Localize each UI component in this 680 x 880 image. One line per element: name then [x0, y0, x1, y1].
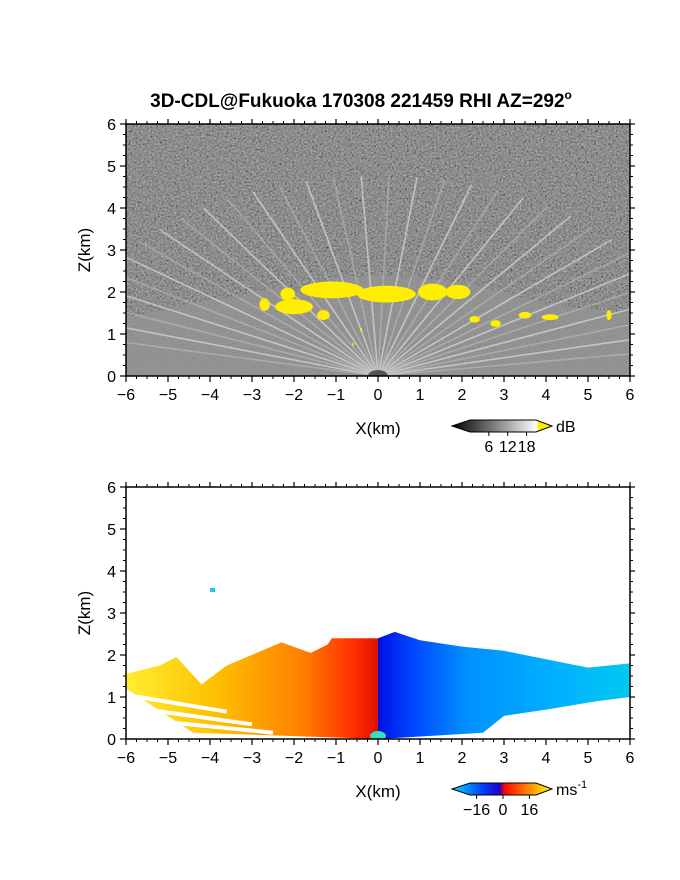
- top-x-tick-label: 6: [626, 387, 635, 404]
- velocity-gap-strip: [167, 720, 274, 735]
- saturated-echo-blob: [469, 315, 480, 323]
- saturated-echo-blob: [300, 281, 364, 299]
- saturated-echo-blob: [417, 283, 448, 301]
- top-y-tick-label: 2: [107, 285, 116, 302]
- top-y-tick-label: 0: [107, 369, 116, 386]
- saturated-echo: [259, 281, 612, 347]
- top-x-axis-label: X(km): [355, 419, 400, 438]
- bottom-colorbar-bar: [450, 782, 554, 796]
- saturated-echo-blob: [490, 320, 501, 327]
- bottom-x-tick-label: 0: [374, 750, 383, 767]
- top-colorbar-bar: [450, 419, 554, 433]
- top-x-tick-label: −2: [285, 387, 303, 404]
- bottom-x-tick-label: 3: [500, 750, 509, 767]
- bottom-y-tick-label: 0: [107, 732, 116, 749]
- isolated-pixel: [210, 588, 215, 592]
- saturated-echo-blob: [357, 285, 416, 303]
- top-heatmap: [126, 124, 630, 376]
- top-x-tick-label: 2: [458, 387, 467, 404]
- top-x-tick-label: −6: [117, 387, 135, 404]
- top-colorbar-unit: dB: [556, 419, 576, 436]
- bottom-x-tick-label: 6: [626, 750, 635, 767]
- bottom-x-tick-label: 5: [584, 750, 593, 767]
- bottom-x-tick-label: −3: [243, 750, 261, 767]
- bottom-y-tick-label: 4: [107, 564, 116, 581]
- top-axes: −6 −5 −4 −3 −2 −1 0 1 2 3 4 5 6 0 1 2 3 4 5 6: [107, 117, 635, 404]
- velocity-gap-strip: [126, 692, 228, 714]
- bottom-x-tick-label: 1: [416, 750, 425, 767]
- bottom-colorbar-unit: ms-1: [556, 779, 587, 799]
- echo-texture: [126, 275, 630, 376]
- bottom-colorbar-tick-label: 0: [499, 802, 508, 819]
- saturated-echo-blob: [445, 284, 471, 300]
- bottom-y-tick-label: 2: [107, 648, 116, 665]
- bottom-heatmap: [126, 487, 630, 739]
- bottom-colorbar-ticks: −16 0 16: [463, 795, 538, 819]
- bottom-x-tick-label: −6: [117, 750, 135, 767]
- bottom-colorbar: −16 0 16 ms-1: [450, 779, 587, 819]
- top-colorbar-ticks: 6 12 18: [484, 432, 536, 456]
- saturated-echo-blob: [317, 310, 330, 321]
- top-x-tick-label: −4: [201, 387, 219, 404]
- negative-velocity-region: [378, 631, 630, 739]
- bottom-y-tick-label: 6: [107, 480, 116, 497]
- radar-origin: [368, 370, 388, 376]
- top-y-tick-label: 4: [107, 201, 116, 218]
- top-x-tick-label: 4: [542, 387, 551, 404]
- top-y-tick-label: 3: [107, 243, 116, 260]
- bottom-y-tick-label: 3: [107, 606, 116, 623]
- bottom-x-tick-label: −2: [285, 750, 303, 767]
- bottom-x-tick-label: −5: [159, 750, 177, 767]
- bottom-y-tick-label: 1: [107, 690, 116, 707]
- bottom-y-axis-label: Z(km): [75, 591, 94, 635]
- bottom-x-tick-label: 4: [542, 750, 551, 767]
- top-x-tick-label: −3: [243, 387, 261, 404]
- saturated-echo-blob: [518, 311, 532, 319]
- top-y-axis-label: Z(km): [75, 228, 94, 272]
- bottom-colorbar-tick-label: 16: [521, 802, 539, 819]
- top-y-tick-label: 6: [107, 117, 116, 134]
- top-colorbar-tick-label: 12: [499, 439, 517, 456]
- bottom-panel: −6 −5 −4 −3 −2 −1 0 1 2 3 4 5 6 0 1 2 3 4 5 6 X(km) Z(km) −…: [75, 480, 635, 819]
- saturated-echo-blob: [351, 342, 354, 347]
- bottom-x-tick-label: 2: [458, 750, 467, 767]
- top-x-tick-label: 1: [416, 387, 425, 404]
- saturated-echo-blob: [275, 299, 313, 315]
- top-colorbar: 6 12 18 dB: [450, 419, 576, 456]
- velocity-strips: [126, 692, 274, 735]
- top-colorbar-tick-label: 18: [518, 439, 536, 456]
- top-x-tick-label: −1: [327, 387, 345, 404]
- bottom-x-tick-label: −1: [327, 750, 345, 767]
- top-x-tick-label: 3: [500, 387, 509, 404]
- top-x-tick-label: 0: [374, 387, 383, 404]
- top-colorbar-tick-label: 6: [484, 439, 493, 456]
- saturated-echo-blob: [259, 298, 270, 311]
- saturated-echo-blob: [606, 310, 612, 321]
- top-y-tick-label: 1: [107, 327, 116, 344]
- chart-title: 3D-CDL@Fukuoka 170308 221459 RHI AZ=292o: [150, 88, 572, 112]
- saturated-echo-blob: [541, 314, 559, 321]
- top-x-tick-label: 5: [584, 387, 593, 404]
- bottom-x-axis-label: X(km): [355, 782, 400, 801]
- bottom-colorbar-tick-label: −16: [463, 802, 490, 819]
- saturated-echo-blob: [360, 327, 363, 332]
- bottom-y-tick-label: 5: [107, 522, 116, 539]
- saturated-echo-blob: [280, 287, 296, 301]
- bottom-x-tick-label: −4: [201, 750, 219, 767]
- top-y-tick-label: 5: [107, 159, 116, 176]
- near-zero-origin: [370, 731, 386, 739]
- top-x-tick-label: −5: [159, 387, 177, 404]
- bottom-axes: −6 −5 −4 −3 −2 −1 0 1 2 3 4 5 6 0 1 2 3 4 5 6: [107, 480, 635, 767]
- velocity-gap-strip: [146, 707, 253, 727]
